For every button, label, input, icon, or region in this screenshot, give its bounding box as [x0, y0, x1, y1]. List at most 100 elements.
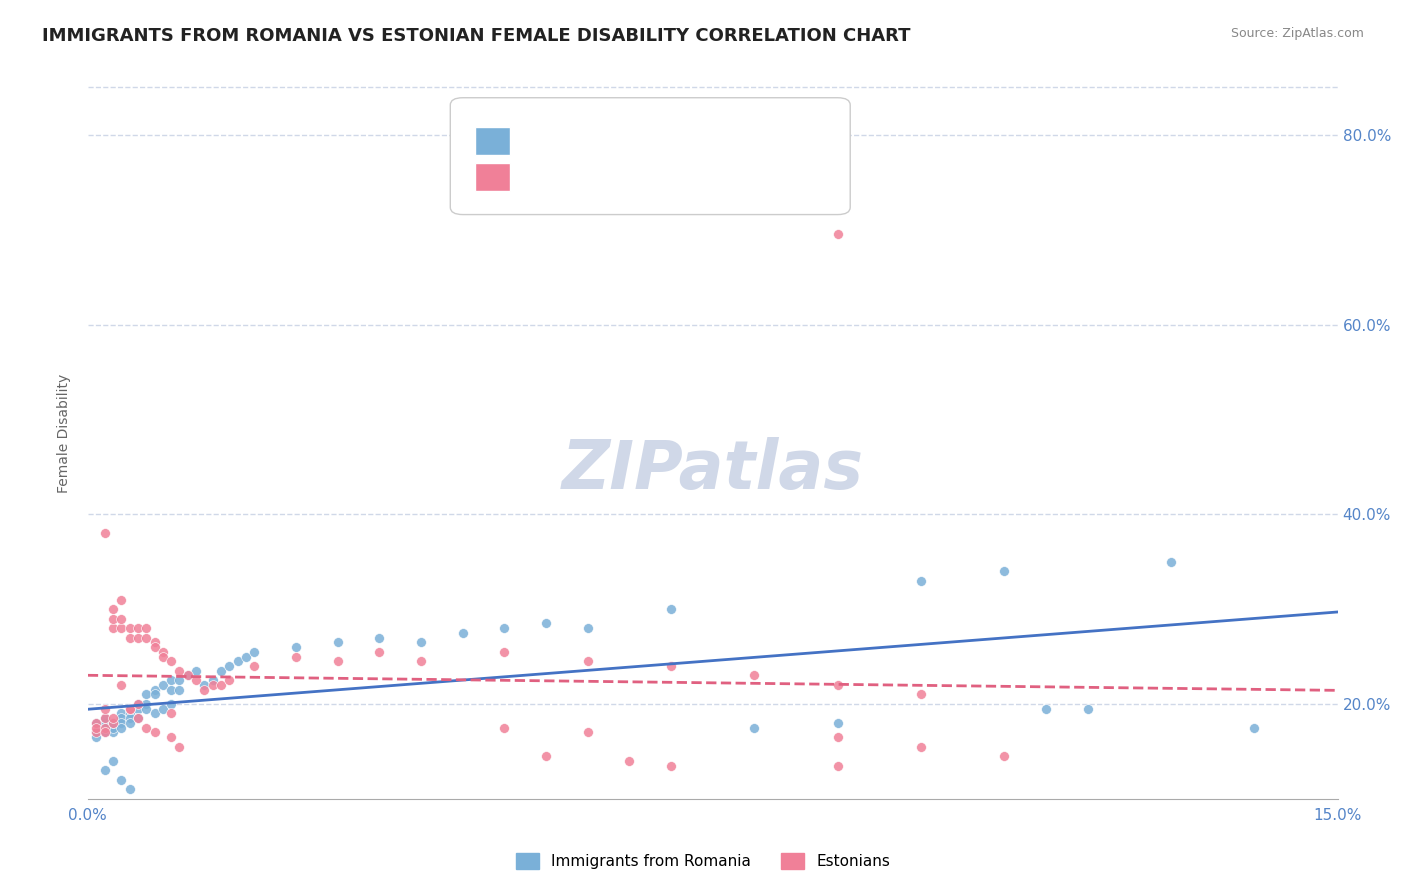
Point	[659, 659, 682, 673]
Point	[101, 611, 124, 625]
Legend: Immigrants from Romania, Estonians: Immigrants from Romania, Estonians	[509, 847, 897, 875]
Point	[135, 721, 157, 735]
Point	[143, 635, 166, 649]
FancyBboxPatch shape	[475, 127, 510, 154]
Point	[93, 721, 115, 735]
Point	[135, 701, 157, 715]
Point	[110, 772, 132, 787]
Point	[494, 645, 516, 659]
Point	[177, 668, 200, 682]
Point	[93, 711, 115, 725]
Point	[127, 631, 149, 645]
Point	[118, 701, 141, 715]
Point	[110, 621, 132, 635]
Text: Source: ZipAtlas.com: Source: ZipAtlas.com	[1230, 27, 1364, 40]
Point	[993, 749, 1015, 764]
Point	[127, 621, 149, 635]
Point	[101, 715, 124, 730]
Point	[135, 621, 157, 635]
Point	[177, 668, 200, 682]
Point	[160, 706, 183, 721]
Point	[101, 602, 124, 616]
Point	[118, 621, 141, 635]
Point	[84, 721, 107, 735]
Point	[494, 721, 516, 735]
Point	[152, 701, 174, 715]
Point	[110, 678, 132, 692]
Point	[169, 682, 191, 697]
Point	[143, 725, 166, 739]
Point	[135, 631, 157, 645]
Point	[93, 764, 115, 778]
Point	[827, 715, 849, 730]
Point	[101, 721, 124, 735]
Point	[135, 697, 157, 711]
Point	[152, 645, 174, 659]
Point	[101, 715, 124, 730]
Point	[326, 654, 349, 668]
Point	[235, 649, 257, 664]
Point	[101, 754, 124, 768]
Point	[110, 715, 132, 730]
FancyBboxPatch shape	[450, 98, 851, 215]
Point	[218, 673, 240, 688]
Point	[93, 725, 115, 739]
Point	[84, 715, 107, 730]
Point	[910, 574, 932, 588]
Point	[910, 739, 932, 754]
Point	[326, 635, 349, 649]
Point	[118, 711, 141, 725]
Text: ZIPatlas: ZIPatlas	[562, 437, 863, 503]
Point	[226, 654, 249, 668]
Point	[209, 664, 232, 678]
Point	[576, 621, 599, 635]
Text: R = 0.235   N = 65: R = 0.235 N = 65	[526, 165, 682, 184]
Point	[1077, 701, 1099, 715]
Point	[101, 621, 124, 635]
Point	[101, 715, 124, 730]
Point	[118, 631, 141, 645]
Point	[110, 592, 132, 607]
Point	[110, 706, 132, 721]
Point	[84, 725, 107, 739]
Point	[93, 711, 115, 725]
Y-axis label: Female Disability: Female Disability	[58, 374, 72, 493]
Point	[193, 678, 215, 692]
Point	[993, 564, 1015, 578]
Point	[110, 711, 132, 725]
Point	[169, 673, 191, 688]
Point	[143, 688, 166, 702]
Point	[152, 678, 174, 692]
Point	[169, 664, 191, 678]
Point	[152, 649, 174, 664]
Point	[127, 697, 149, 711]
Point	[494, 621, 516, 635]
Point	[186, 664, 208, 678]
Point	[744, 721, 766, 735]
Point	[218, 659, 240, 673]
Point	[101, 711, 124, 725]
Point	[201, 673, 224, 688]
Point	[84, 715, 107, 730]
Point	[827, 730, 849, 744]
Point	[93, 715, 115, 730]
Point	[827, 758, 849, 772]
Point	[619, 754, 641, 768]
Point	[910, 688, 932, 702]
Point	[411, 635, 433, 649]
Point	[744, 668, 766, 682]
Text: R = 0.217   N = 65: R = 0.217 N = 65	[526, 128, 682, 147]
Point	[127, 701, 149, 715]
FancyBboxPatch shape	[475, 163, 510, 191]
Point	[285, 649, 308, 664]
Point	[160, 682, 183, 697]
Point	[160, 673, 183, 688]
Point	[84, 730, 107, 744]
Point	[827, 227, 849, 242]
Point	[368, 645, 391, 659]
Point	[93, 725, 115, 739]
Point	[169, 739, 191, 754]
Point	[451, 625, 474, 640]
Point	[827, 678, 849, 692]
Point	[285, 640, 308, 654]
